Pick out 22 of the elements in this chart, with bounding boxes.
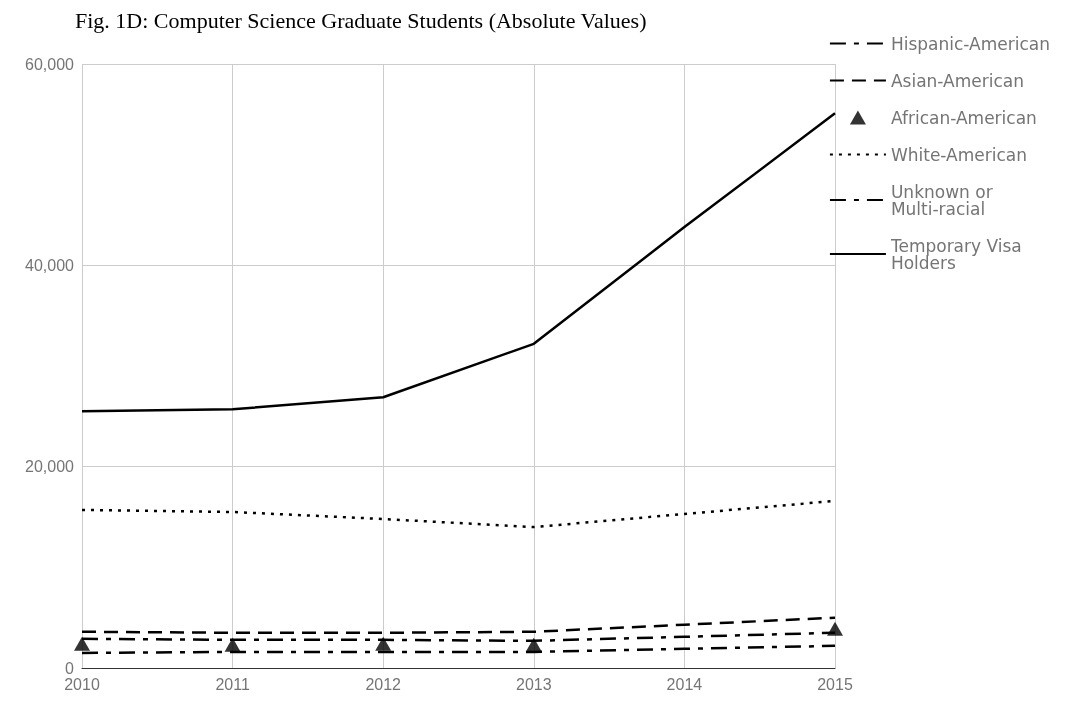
y-tick-label: 60,000 (25, 55, 75, 73)
x-tick-label: 2014 (666, 675, 703, 693)
x-tick-label: 2011 (215, 675, 250, 693)
legend-label: White-American (890, 144, 1028, 165)
legend-label: Unknown or Multi-racial (890, 181, 993, 219)
y-tick-label: 0 (65, 659, 75, 677)
line-series (80, 112, 837, 413)
point (375, 636, 392, 651)
line-series (80, 616, 837, 635)
y-tick-label: 20,000 (25, 458, 75, 476)
legend-label: Hispanic-American (890, 33, 1050, 54)
chart-title: Fig. 1D: Computer Science Graduate Students (Absolute Values) (75, 7, 647, 33)
x-tick-label: 2012 (365, 675, 402, 693)
point (74, 636, 90, 651)
legend-label: Temporary Visa Holders (889, 235, 1022, 273)
legend-label: Asian-American (890, 70, 1024, 91)
point (827, 621, 843, 636)
x-tick-label: 2015 (817, 675, 853, 693)
legend-label: African-American (890, 107, 1037, 128)
x-tick-label: 2013 (516, 675, 552, 693)
x-tick-label: 2010 (64, 675, 100, 693)
y-tick-label: 40,000 (25, 256, 75, 274)
